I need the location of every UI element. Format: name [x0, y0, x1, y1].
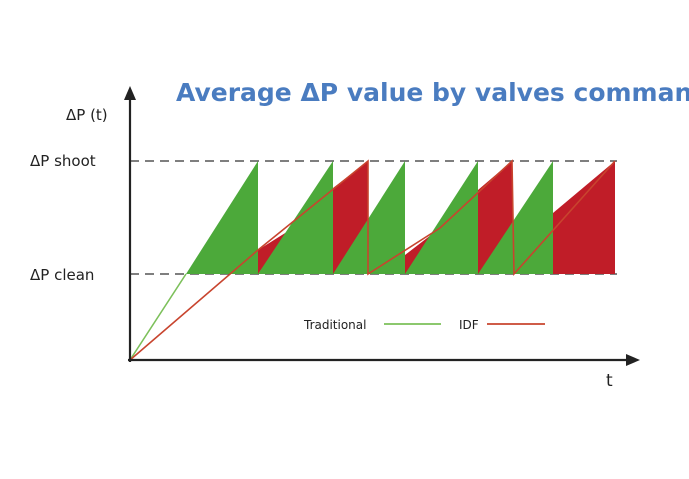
y-axis-label: ΔP (t) [66, 106, 108, 124]
traditional-ramp [129, 273, 187, 361]
diagram-title: Average ΔP value by valves command [176, 78, 689, 107]
traditional-areas [186, 161, 553, 274]
idf-area-5 [553, 161, 615, 274]
traditional-area-4 [405, 161, 478, 274]
legend-traditional-label: Traditional [303, 318, 366, 332]
idf-line [257, 159, 616, 277]
legend: Traditional IDF [303, 318, 545, 332]
traditional-area-2 [258, 161, 333, 274]
traditional-area-5 [478, 161, 553, 274]
legend-idf-label: IDF [459, 318, 479, 332]
traditional-area-1 [186, 161, 258, 274]
y-axis-arrow [124, 86, 136, 100]
clean-level-label: ΔP clean [30, 266, 94, 284]
idf-ramp [129, 249, 259, 361]
traditional-area-3 [333, 161, 405, 274]
shoot-level-label: ΔP shoot [30, 152, 96, 170]
x-axis-arrow [626, 354, 640, 366]
x-axis-label: t [606, 371, 613, 391]
